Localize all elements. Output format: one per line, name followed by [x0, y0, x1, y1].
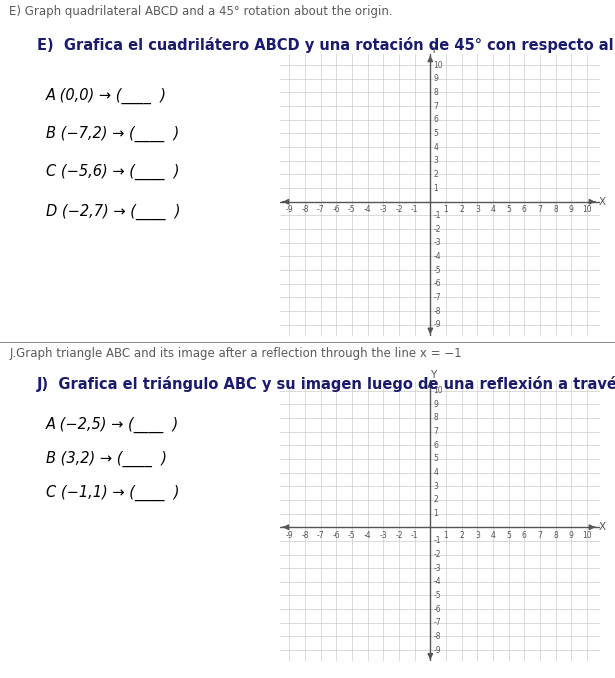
Text: J.Graph triangle ABC and its image after a reflection through the line x = −1: J.Graph triangle ABC and its image after…: [9, 347, 462, 360]
Text: -7: -7: [317, 205, 324, 214]
Text: X: X: [599, 197, 606, 207]
Text: 4: 4: [434, 142, 438, 152]
Text: 1: 1: [434, 184, 438, 193]
Text: 10: 10: [582, 205, 592, 214]
Text: -6: -6: [333, 205, 340, 214]
Text: -7: -7: [317, 531, 324, 540]
Text: 9: 9: [569, 531, 574, 540]
Text: 9: 9: [569, 205, 574, 214]
Text: 3: 3: [475, 205, 480, 214]
Text: 10: 10: [434, 60, 443, 70]
Text: 6: 6: [434, 115, 438, 124]
Text: 8: 8: [554, 205, 558, 214]
Text: 2: 2: [459, 205, 464, 214]
Text: -8: -8: [434, 632, 441, 641]
Text: 2: 2: [459, 531, 464, 540]
Text: -8: -8: [301, 531, 309, 540]
Text: J)  Grafica el triángulo ABC y su imagen luego de una reflexión a través de la l: J) Grafica el triángulo ABC y su imagen …: [37, 376, 615, 393]
Text: B (−7,2) → (____  ): B (−7,2) → (____ ): [46, 125, 180, 142]
Text: 2: 2: [434, 170, 438, 179]
Text: 7: 7: [538, 531, 542, 540]
Text: 1: 1: [443, 205, 448, 214]
Text: -2: -2: [434, 550, 441, 559]
Text: -3: -3: [379, 531, 387, 540]
Text: -1: -1: [411, 531, 418, 540]
Text: 8: 8: [434, 414, 438, 422]
Text: D (−2,7) → (____  ): D (−2,7) → (____ ): [46, 203, 181, 220]
Text: 3: 3: [475, 531, 480, 540]
Text: 7: 7: [434, 102, 438, 111]
Text: -5: -5: [434, 591, 441, 600]
Text: Y: Y: [430, 45, 437, 55]
Text: -5: -5: [348, 531, 355, 540]
Text: 9: 9: [434, 400, 438, 409]
Text: 8: 8: [554, 531, 558, 540]
Text: -9: -9: [285, 531, 293, 540]
Text: 2: 2: [434, 496, 438, 504]
Text: -4: -4: [434, 252, 441, 261]
Text: X: X: [599, 522, 606, 532]
Text: -4: -4: [434, 578, 441, 586]
Text: 10: 10: [582, 531, 592, 540]
Text: 5: 5: [506, 531, 511, 540]
Text: -1: -1: [434, 211, 441, 220]
Text: -2: -2: [395, 531, 403, 540]
Text: 7: 7: [538, 205, 542, 214]
Text: -8: -8: [434, 306, 441, 315]
Text: -1: -1: [411, 205, 418, 214]
Text: 9: 9: [434, 75, 438, 83]
Text: -1: -1: [434, 536, 441, 545]
Text: 10: 10: [434, 386, 443, 395]
Text: -2: -2: [395, 205, 403, 214]
Text: A (0,0) → (____  ): A (0,0) → (____ ): [46, 88, 167, 104]
Text: 8: 8: [434, 88, 438, 97]
Text: 7: 7: [434, 427, 438, 436]
Text: -9: -9: [285, 205, 293, 214]
Text: -3: -3: [434, 238, 441, 247]
Text: E)  Grafica el cuadrilátero ABCD y una rotación de 45° con respecto al origen.: E) Grafica el cuadrilátero ABCD y una ro…: [37, 37, 615, 54]
Text: -9: -9: [434, 645, 441, 655]
Text: A (−2,5) → (____  ): A (−2,5) → (____ ): [46, 417, 180, 433]
Text: 4: 4: [491, 205, 496, 214]
Text: -8: -8: [301, 205, 309, 214]
Text: 3: 3: [434, 156, 438, 165]
Text: 4: 4: [491, 531, 496, 540]
Text: 4: 4: [434, 468, 438, 477]
Text: 5: 5: [434, 129, 438, 138]
Text: 3: 3: [434, 481, 438, 491]
Text: C (−5,6) → (____  ): C (−5,6) → (____ ): [46, 164, 180, 180]
Text: E) Graph quadrilateral ABCD and a 45° rotation about the origin.: E) Graph quadrilateral ABCD and a 45° ro…: [9, 5, 393, 18]
Text: -5: -5: [434, 266, 441, 275]
Text: -6: -6: [333, 531, 340, 540]
Text: C (−1,1) → (____  ): C (−1,1) → (____ ): [46, 485, 180, 501]
Text: 1: 1: [434, 509, 438, 518]
Text: -5: -5: [348, 205, 355, 214]
Text: 6: 6: [522, 531, 527, 540]
Text: -6: -6: [434, 279, 441, 288]
Text: -6: -6: [434, 605, 441, 614]
Text: 6: 6: [434, 441, 438, 450]
Text: -2: -2: [434, 224, 441, 234]
Text: -3: -3: [379, 205, 387, 214]
Text: -7: -7: [434, 293, 441, 302]
Text: B (3,2) → (____  ): B (3,2) → (____ ): [46, 451, 167, 467]
Text: -7: -7: [434, 618, 441, 627]
Text: -4: -4: [364, 205, 371, 214]
Text: -9: -9: [434, 320, 441, 330]
Text: 6: 6: [522, 205, 527, 214]
Text: -4: -4: [364, 531, 371, 540]
Text: -3: -3: [434, 563, 441, 573]
Text: 5: 5: [506, 205, 511, 214]
Text: 1: 1: [443, 531, 448, 540]
Text: Y: Y: [430, 370, 437, 380]
Text: 5: 5: [434, 454, 438, 463]
